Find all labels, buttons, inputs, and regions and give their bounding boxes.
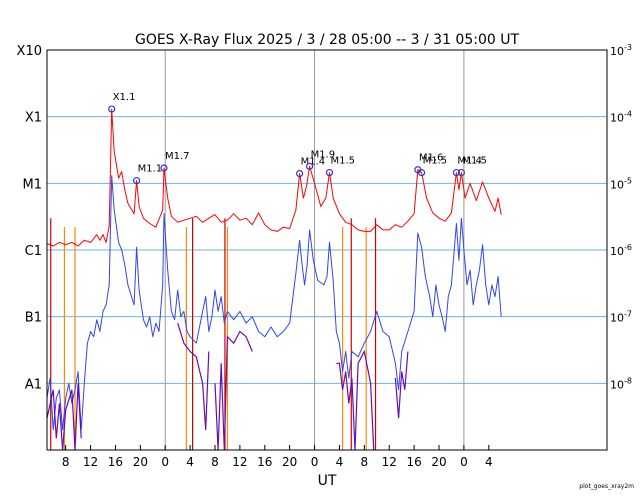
y-class-label: X1 bbox=[25, 111, 42, 126]
y-class-label: X10 bbox=[17, 44, 42, 59]
x-tick-label: 16 bbox=[108, 455, 123, 469]
flare-marker bbox=[108, 105, 116, 113]
series-line bbox=[177, 322, 210, 430]
axes: X10 X1 M1 C1 B1 A1 10-3 10-4 10-5 10-6 10-7 10-8 8 12… bbox=[17, 43, 632, 469]
y-right-tick-label: 10-6 bbox=[610, 243, 632, 258]
x-tick-label: 0 bbox=[311, 455, 319, 469]
footer-label: plot_goes_xray2m bbox=[579, 483, 634, 490]
flare-label: M1.6 bbox=[419, 153, 444, 164]
flare-label: M1.5 bbox=[462, 156, 487, 167]
y-class-label: B1 bbox=[25, 311, 42, 326]
flare-markers: X1.1M1.1M1.7M1.4M1.9M1.5 M1.6M1.5 M1.4M1.5 bbox=[108, 92, 487, 185]
y-class-label: C1 bbox=[25, 244, 42, 259]
y-right-tick-label: 10-5 bbox=[610, 176, 632, 191]
x-tick-label: 4 bbox=[485, 455, 493, 469]
x-tick-label: 8 bbox=[62, 455, 70, 469]
y-right-tick-label: 10-7 bbox=[610, 310, 632, 325]
flare-marker bbox=[305, 162, 314, 170]
series-line bbox=[336, 349, 375, 451]
flare-label: M1.9 bbox=[311, 149, 336, 160]
flare-marker bbox=[160, 164, 168, 172]
data-series bbox=[46, 108, 502, 451]
x-tick-label: 0 bbox=[460, 455, 468, 469]
x-tick-label: 12 bbox=[382, 455, 397, 469]
y-right-tick-label: 10-8 bbox=[610, 376, 632, 391]
x-tick-label: 0 bbox=[161, 455, 169, 469]
y-right-tick-label: 10-3 bbox=[610, 43, 632, 58]
series-line bbox=[214, 330, 253, 451]
x-axis-label: UT bbox=[318, 473, 337, 489]
plot-frame bbox=[46, 49, 608, 451]
x-tick-label: 4 bbox=[336, 455, 344, 469]
flare-label: X1.1 bbox=[113, 92, 136, 103]
x-tick-label: 20 bbox=[431, 455, 446, 469]
flare-marker bbox=[133, 176, 141, 185]
x-tick-label: 16 bbox=[406, 455, 421, 469]
x-tick-label: 12 bbox=[232, 455, 247, 469]
flare-label: M1.7 bbox=[165, 151, 190, 162]
chart-title: GOES X-Ray Flux 2025 / 3 / 28 05:00 -- 3… bbox=[135, 32, 519, 48]
y-right-tick-label: 10-4 bbox=[610, 110, 632, 125]
grid-lines bbox=[47, 50, 607, 450]
flare-marker bbox=[457, 168, 465, 177]
series-line bbox=[394, 351, 409, 419]
y-class-label: A1 bbox=[25, 377, 42, 392]
series-line bbox=[46, 108, 502, 247]
x-tick-label: 16 bbox=[257, 455, 272, 469]
flare-marker bbox=[325, 168, 334, 177]
flare-label: M1.4 bbox=[457, 156, 482, 167]
flare-label: M1.5 bbox=[423, 156, 448, 167]
x-tick-label: 4 bbox=[186, 455, 194, 469]
flare-label: M1.1 bbox=[138, 164, 163, 175]
x-tick-label: 8 bbox=[361, 455, 369, 469]
x-tick-label: 12 bbox=[83, 455, 98, 469]
series-line bbox=[46, 175, 502, 431]
flare-marker bbox=[417, 168, 426, 177]
x-tick-label: 20 bbox=[282, 455, 297, 469]
flare-marker bbox=[452, 168, 461, 177]
flare-label: M1.5 bbox=[330, 156, 355, 167]
x-tick-label: 20 bbox=[133, 455, 148, 469]
series-line bbox=[46, 383, 82, 451]
y-class-label: M1 bbox=[23, 177, 43, 192]
flare-label: M1.4 bbox=[301, 157, 326, 168]
x-tick-label: 8 bbox=[211, 455, 219, 469]
flare-marker bbox=[296, 169, 304, 178]
